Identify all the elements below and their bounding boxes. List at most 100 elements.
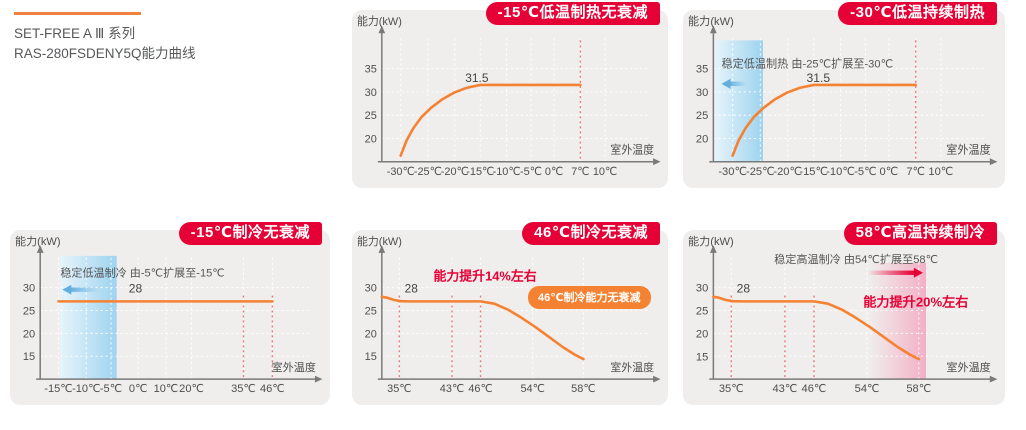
y-tick-label: 15: [365, 351, 377, 363]
x-tick-label: 35℃: [719, 383, 744, 395]
chart-badge: -15℃制冷无衰减: [178, 222, 322, 245]
y-tick-label: 20: [23, 328, 35, 340]
y-axis-arrow-icon: [378, 245, 386, 253]
x-tick-label: 0℃: [545, 166, 563, 178]
x-tick-label: -15℃: [799, 166, 828, 178]
x-tick-label: -30℃: [387, 166, 415, 178]
x-tick-label: -25℃: [746, 166, 775, 178]
arrow-left-icon: [721, 78, 731, 89]
x-axis-arrow-icon: [653, 375, 661, 383]
capacity-curve: [399, 83, 582, 157]
cooling-46-chart: 35℃ 43℃ 46℃ 54℃ 58℃ 30 25 20 15 能力(kW) 室外温度 能力提升14%…: [357, 234, 661, 395]
cooling-low-temp-chart: -15℃ -10℃ -5℃ 0℃ 10℃ 20℃ 35℃ 46℃ 30 25 20 15 能力(kW) 室…: [15, 234, 323, 395]
heating-curve-chart: -30℃ -25℃-20℃-15℃-10℃ -5℃ 0℃ 7℃ 10℃ 35 30 25 20 能力…: [357, 14, 661, 178]
range-extension-annotation: 稳定低温制热 由-25℃扩展至-30℃: [721, 57, 893, 71]
x-tick-label: -5℃: [854, 166, 876, 178]
x-tick-label: -15℃: [466, 166, 494, 178]
x-axis-title: 室外温度: [946, 143, 991, 157]
capacity-curve: [380, 295, 585, 361]
curve-value-label: 28: [129, 282, 143, 296]
x-tick-label: 46℃: [468, 383, 492, 395]
chart-card-cooling-minus15: -15℃ -10℃ -5℃ 0℃ 10℃ 20℃ 35℃ 46℃ 30 25 20 15 能力(kW) 室…: [10, 222, 330, 405]
y-tick-label: 30: [365, 87, 377, 99]
x-tick-label: -10℃: [72, 383, 100, 395]
x-tick-label: 7℃: [906, 166, 925, 178]
y-tick-label: 20: [696, 328, 708, 340]
x-tick-label: -10℃: [826, 166, 855, 178]
y-axis-title: 能力(kW): [357, 234, 402, 248]
x-tick-label: 46℃: [260, 383, 285, 395]
extend-arrow-tail: [70, 287, 99, 292]
range-extension-annotation: 稳定高温制冷 由54℃扩展至58℃: [774, 252, 938, 266]
y-tick-label: 25: [696, 306, 708, 318]
y-tick-label: 20: [365, 133, 377, 145]
extend-arrow-tail: [867, 270, 915, 275]
y-axis-title: 能力(kW): [688, 14, 734, 28]
arrow-left-icon: [62, 284, 72, 295]
y-tick-label: 30: [696, 87, 708, 99]
y-tick-label: 15: [23, 351, 35, 363]
y-tick-label: 25: [23, 306, 35, 318]
x-axis-title: 室外温度: [610, 360, 654, 374]
curve-value-label: 31.5: [465, 71, 488, 85]
x-tick-label: 0℃: [880, 166, 899, 178]
x-axis-arrow-icon: [989, 158, 998, 166]
product-header: SET-FREE A Ⅲ 系列 RAS-280FSDENY5Q能力曲线: [14, 12, 196, 63]
x-tick-label: 58℃: [571, 383, 595, 395]
x-tick-label: -20℃: [441, 166, 469, 178]
chart-badge: -30℃低温持续制热: [838, 2, 997, 25]
x-tick-label: -10℃: [493, 166, 521, 178]
x-tick-label: 46℃: [802, 383, 827, 395]
y-tick-label: 20: [696, 133, 708, 145]
y-tick-label: 30: [23, 283, 35, 295]
capacity-pill-badge: 46℃制冷能力无衰减: [528, 286, 651, 309]
x-tick-label: 7℃: [571, 166, 589, 178]
extended-range-band: [869, 262, 927, 380]
product-series-title: SET-FREE A Ⅲ 系列: [14, 26, 136, 41]
x-tick-label: 35℃: [387, 383, 411, 395]
y-axis-arrow-icon: [709, 245, 717, 253]
y-axis-title: 能力(kW): [688, 234, 734, 248]
x-tick-label: 0℃: [129, 383, 148, 395]
capacity-boost-annotation: 能力提升20%左右: [863, 295, 968, 310]
chart-badge: -15℃低温制热无衰减: [485, 2, 660, 25]
x-tick-label: 35℃: [231, 383, 256, 395]
x-tick-label: -30℃: [718, 166, 747, 178]
x-axis-arrow-icon: [989, 375, 998, 383]
extend-arrow-tail: [729, 81, 746, 87]
x-tick-label: -5℃: [100, 383, 122, 395]
x-axis-arrow-icon: [653, 158, 661, 166]
x-tick-label: 43℃: [440, 383, 464, 395]
x-tick-label: 10℃: [154, 383, 179, 395]
x-tick-label: -25℃: [414, 166, 442, 178]
y-tick-label: 25: [696, 110, 708, 122]
x-axis-arrow-icon: [314, 375, 323, 383]
header-accent-rule: [14, 12, 141, 15]
y-tick-label: 15: [696, 351, 708, 363]
product-model-title: RAS-280FSDENY5Q能力曲线: [14, 45, 196, 61]
capacity-curve: [712, 295, 921, 361]
y-axis-arrow-icon: [36, 245, 44, 253]
y-tick-label: 25: [365, 306, 377, 318]
y-tick-label: 25: [365, 110, 377, 122]
x-tick-label: 43℃: [772, 383, 797, 395]
x-tick-label: 54℃: [520, 383, 544, 395]
curve-value-label: 28: [405, 282, 419, 296]
x-tick-label: 10℃: [928, 166, 953, 178]
arrow-right-icon: [913, 267, 923, 278]
y-axis-arrow-icon: [378, 25, 386, 34]
x-tick-label: 10℃: [593, 166, 617, 178]
y-axis-title: 能力(kW): [15, 234, 60, 248]
range-extension-annotation: 稳定低温制冷 由-5℃扩展至-15℃: [60, 266, 224, 280]
capacity-boost-annotation: 能力提升14%左右: [433, 269, 536, 284]
chart-card-cooling-46: 35℃ 43℃ 46℃ 54℃ 58℃ 30 25 20 15 能力(kW) 室外温度 能力提升14%…: [352, 222, 668, 405]
y-tick-label: 35: [696, 64, 708, 76]
y-tick-label: 30: [696, 283, 708, 295]
chart-card-heating-15: -30℃ -25℃ -20℃ -15℃ -10℃ -5℃ 0℃ 7℃ 10℃ 35 30 25 20 能力…: [352, 2, 668, 188]
chart-badge: 46℃制冷无衰减: [522, 222, 660, 245]
y-axis-title: 能力(kW): [357, 14, 402, 28]
y-tick-label: 35: [365, 64, 377, 76]
x-tick-label: 20℃: [179, 383, 204, 395]
y-tick-label: 30: [365, 283, 377, 295]
curve-value-label: 28: [737, 282, 751, 296]
